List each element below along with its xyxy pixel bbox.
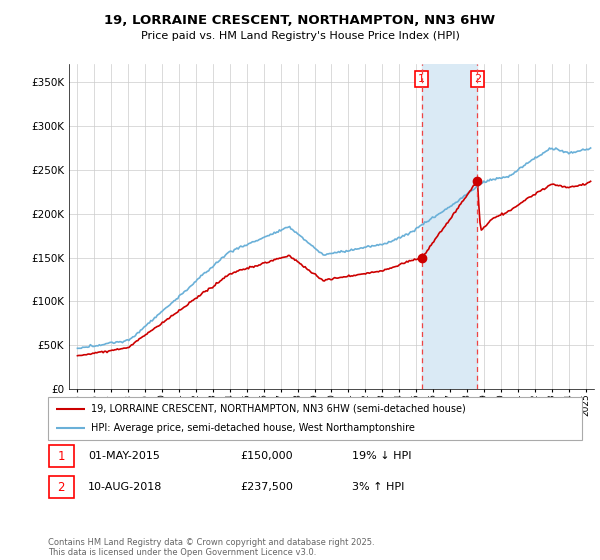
Text: Price paid vs. HM Land Registry's House Price Index (HPI): Price paid vs. HM Land Registry's House … [140, 31, 460, 41]
Text: 2: 2 [474, 74, 481, 84]
Text: 19% ↓ HPI: 19% ↓ HPI [352, 451, 412, 461]
FancyBboxPatch shape [48, 397, 582, 440]
Text: HPI: Average price, semi-detached house, West Northamptonshire: HPI: Average price, semi-detached house,… [91, 423, 415, 433]
FancyBboxPatch shape [49, 445, 74, 468]
Text: £150,000: £150,000 [240, 451, 293, 461]
Text: 1: 1 [418, 74, 425, 84]
Text: Contains HM Land Registry data © Crown copyright and database right 2025.
This d: Contains HM Land Registry data © Crown c… [48, 538, 374, 557]
FancyBboxPatch shape [49, 476, 74, 498]
Text: 1: 1 [58, 450, 65, 463]
Text: 2: 2 [58, 480, 65, 494]
Text: 3% ↑ HPI: 3% ↑ HPI [352, 482, 405, 492]
Text: 01-MAY-2015: 01-MAY-2015 [88, 451, 160, 461]
Text: 19, LORRAINE CRESCENT, NORTHAMPTON, NN3 6HW (semi-detached house): 19, LORRAINE CRESCENT, NORTHAMPTON, NN3 … [91, 404, 466, 413]
Text: 19, LORRAINE CRESCENT, NORTHAMPTON, NN3 6HW: 19, LORRAINE CRESCENT, NORTHAMPTON, NN3 … [104, 14, 496, 27]
Text: 10-AUG-2018: 10-AUG-2018 [88, 482, 163, 492]
Text: £237,500: £237,500 [240, 482, 293, 492]
Bar [422, 64, 478, 389]
